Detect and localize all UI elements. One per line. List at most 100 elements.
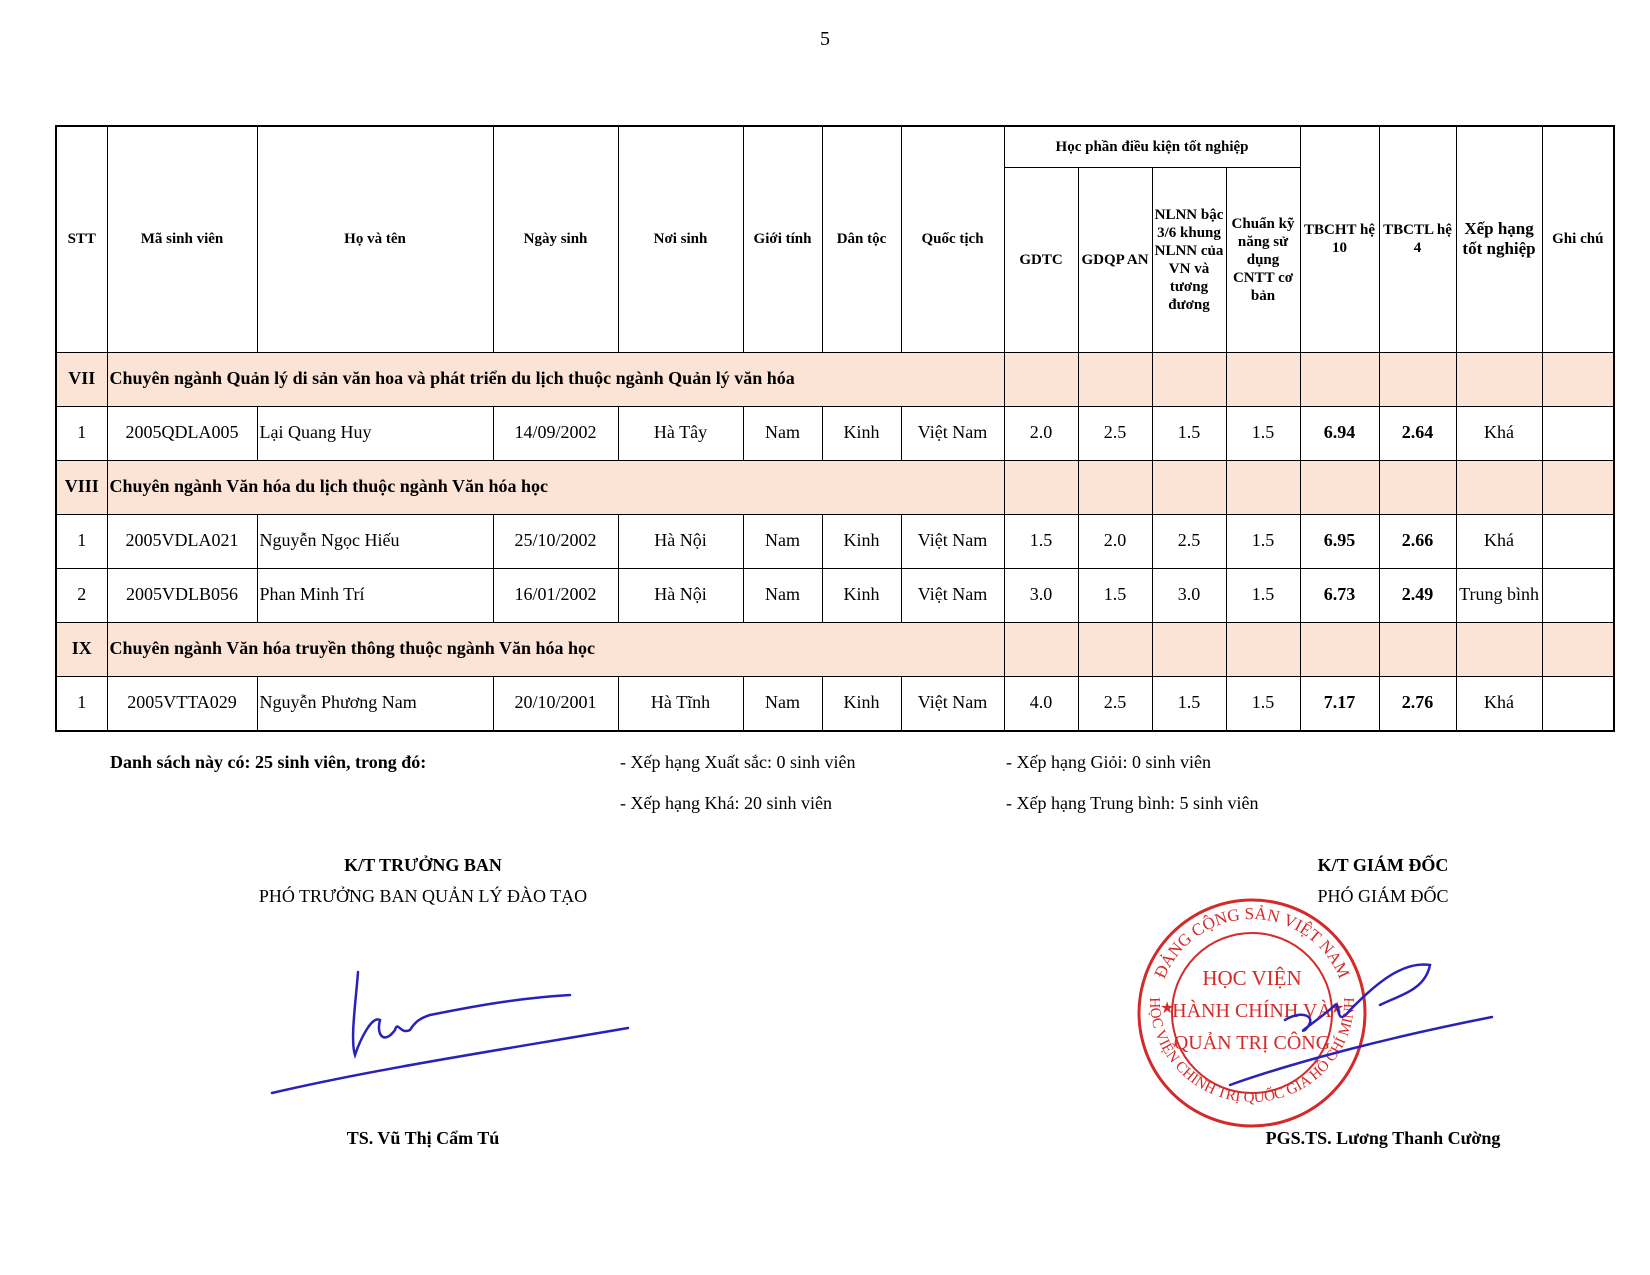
section-empty-cell [1378, 621, 1457, 677]
stamp-line3: QUẢN TRỊ CÔNG [1174, 1030, 1330, 1054]
header-gioi-tinh: Giới tính [742, 125, 823, 353]
table-cell: 1.5 [1225, 675, 1301, 731]
table-cell: 2.66 [1378, 513, 1457, 569]
section-empty-cell [1151, 351, 1227, 407]
table-cell: 3.0 [1151, 567, 1227, 623]
stamp-line1: HỌC VIỆN [1202, 966, 1301, 990]
table-cell: 1.5 [1151, 405, 1227, 461]
summary-xuat-sac: - Xếp hạng Xuất sắc: 0 sinh viên [620, 752, 856, 772]
table-cell: Hà Tĩnh [617, 675, 744, 731]
table-cell: 2.5 [1077, 675, 1153, 731]
header-noi-sinh: Nơi sinh [617, 125, 744, 353]
table-cell [1541, 567, 1615, 623]
table-cell: 1.5 [1077, 567, 1153, 623]
section-empty-cell [1151, 621, 1227, 677]
table-row: 1 2005QDLA005 Lại Quang Huy 14/09/2002 Hà Tâ… [55, 405, 1615, 461]
table-row: 1 2005VTTA029 Nguyễn Phương Nam 20/10/2001 H… [55, 675, 1615, 731]
table-cell: 2005QDLA005 [106, 405, 258, 461]
section-code: VII [55, 351, 108, 407]
graduation-table: STT Mã sinh viên Họ và tên Ngày sinh Nơi… [55, 125, 1616, 732]
table-cell: 14/09/2002 [492, 405, 619, 461]
section-empty-cell [1455, 459, 1543, 515]
section-empty-cell [1003, 621, 1079, 677]
table-cell: Việt Nam [900, 567, 1005, 623]
section-title: Chuyên ngành Quản lý di sản văn hoa và p… [106, 351, 1005, 407]
table-cell: Lại Quang Huy [256, 405, 494, 461]
table-cell: 7.17 [1299, 675, 1380, 731]
summary-gioi: - Xếp hạng Giỏi: 0 sinh viên [1006, 752, 1211, 772]
table-cell: 2.0 [1077, 513, 1153, 569]
table-cell: 2.64 [1378, 405, 1457, 461]
table-cell: Nam [742, 567, 823, 623]
section-empty-cell [1299, 351, 1380, 407]
page-number: 5 [820, 28, 830, 50]
section-code: IX [55, 621, 108, 677]
section-empty-cell [1225, 351, 1301, 407]
official-stamp: ĐẢNG CỘNG SẢN VIỆT NAM HỌC VIỆN CHÍNH TR… [1137, 898, 1367, 1128]
table-cell: 1.5 [1003, 513, 1079, 569]
table-cell: Việt Nam [900, 513, 1005, 569]
table-cell: Nguyễn Ngọc Hiếu [256, 513, 494, 569]
table-cell: 2.0 [1003, 405, 1079, 461]
table-cell: 25/10/2002 [492, 513, 619, 569]
left-signer-subtitle: PHÓ TRƯỞNG BAN QUẢN LÝ ĐÀO TẠO [258, 886, 588, 906]
table-cell: 1.5 [1225, 513, 1301, 569]
right-signer-subtitle: PHÓ GIÁM ĐỐC [1317, 886, 1449, 906]
section-empty-cell [1378, 459, 1457, 515]
header-nlnn: NLNN bậc 3/6 khung NLNN của VN và tương … [1151, 166, 1227, 353]
table-row: 1 2005VDLA021 Nguyễn Ngọc Hiếu 25/10/2002 Hà… [55, 513, 1615, 569]
summary-kha: - Xếp hạng Khá: 20 sinh viên [620, 793, 832, 813]
section-empty-cell [1077, 351, 1153, 407]
table-cell: 20/10/2001 [492, 675, 619, 731]
section-row: IX Chuyên ngành Văn hóa truyền thông thuộ… [55, 621, 1615, 677]
table-cell [1541, 513, 1615, 569]
right-signer-name: PGS.TS. Lương Thanh Cường [1265, 1128, 1501, 1148]
section-empty-cell [1003, 459, 1079, 515]
header-ghi-chu: Ghi chú [1541, 125, 1615, 353]
left-signer-title: K/T TRƯỞNG BAN [344, 855, 502, 875]
table-cell: Hà Tây [617, 405, 744, 461]
table-cell: Trung bình [1455, 567, 1543, 623]
star-icon: ★ [1160, 1000, 1174, 1017]
table-cell: 4.0 [1003, 675, 1079, 731]
section-empty-cell [1541, 459, 1615, 515]
right-signature [1228, 963, 1494, 1087]
header-ma-sv: Mã sinh viên [106, 125, 258, 353]
table-cell [1541, 405, 1615, 461]
section-empty-cell [1299, 621, 1380, 677]
section-code: VIII [55, 459, 108, 515]
table-cell: 6.94 [1299, 405, 1380, 461]
table-cell: 2005VDLB056 [106, 567, 258, 623]
section-empty-cell [1378, 351, 1457, 407]
table-cell: 2.5 [1151, 513, 1227, 569]
section-empty-cell [1541, 351, 1615, 407]
header-gdqp: GDQP AN [1077, 166, 1153, 353]
left-signer-name: TS. Vũ Thị Cẩm Tú [346, 1128, 500, 1148]
header-quoc-tich: Quốc tịch [900, 125, 1005, 353]
section-empty-cell [1151, 459, 1227, 515]
table-cell: 2005VTTA029 [106, 675, 258, 731]
header-tbcht: TBCHT hệ 10 [1299, 125, 1380, 353]
table-row: 2 2005VDLB056 Phan Minh Trí 16/01/2002 Hà Nộ… [55, 567, 1615, 623]
table-cell [1541, 675, 1615, 731]
table-cell: 1.5 [1225, 567, 1301, 623]
header-cntt: Chuẩn kỹ năng sử dụng CNTT cơ bản [1225, 166, 1301, 353]
section-empty-cell [1225, 621, 1301, 677]
section-title: Chuyên ngành Văn hóa truyền thông thuộc … [106, 621, 1005, 677]
table-cell: Nguyễn Phương Nam [256, 675, 494, 731]
table-cell: 2.49 [1378, 567, 1457, 623]
header-dan-toc: Dân tộc [821, 125, 902, 353]
stamp-line2: HÀNH CHÍNH VÀ [1172, 999, 1332, 1022]
table-cell: 6.95 [1299, 513, 1380, 569]
table-cell: Kinh [821, 675, 902, 731]
table-cell: Khá [1455, 675, 1543, 731]
table-cell: Nam [742, 513, 823, 569]
section-empty-cell [1455, 621, 1543, 677]
header-tbctl: TBCTL hệ 4 [1378, 125, 1457, 353]
table-cell: 2005VDLA021 [106, 513, 258, 569]
table-cell: 1 [55, 675, 108, 731]
header-ho-ten: Họ và tên [256, 125, 494, 353]
left-signature [270, 970, 630, 1095]
